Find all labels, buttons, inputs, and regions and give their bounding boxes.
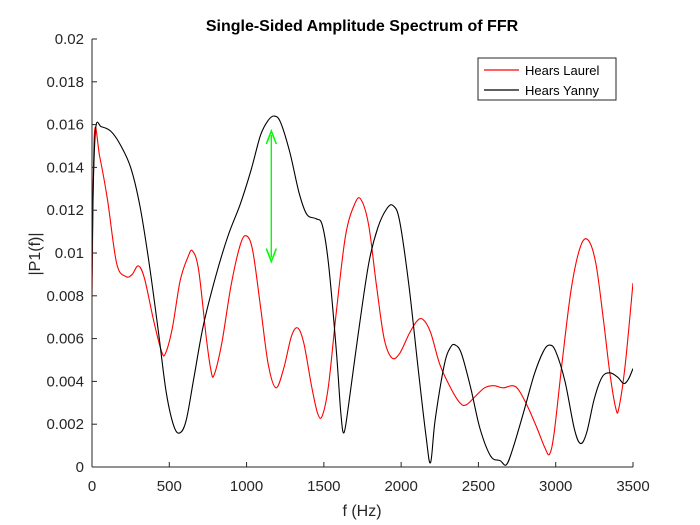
x-tick-label: 1000 — [230, 478, 263, 495]
y-axis-label: |P1(f)| — [27, 233, 44, 276]
x-axis-label: f (Hz) — [342, 503, 381, 520]
y-tick-label: 0.016 — [46, 117, 84, 134]
x-tick-label: 1500 — [307, 478, 340, 495]
y-tick-label: 0.004 — [46, 373, 84, 390]
y-tick-label: 0.01 — [55, 245, 84, 262]
x-tick-label: 3500 — [616, 478, 649, 495]
x-tick-label: 3000 — [539, 478, 572, 495]
y-tick-label: 0.012 — [46, 202, 84, 219]
x-tick-label: 0 — [88, 478, 96, 495]
legend-label-hears-laurel: Hears Laurel — [525, 63, 600, 78]
y-tick-label: 0.002 — [46, 416, 84, 433]
x-tick-label: 500 — [157, 478, 182, 495]
y-tick-label: 0.02 — [55, 31, 84, 48]
legend: Hears Laurel Hears Yanny — [477, 57, 617, 101]
legend-box — [477, 57, 617, 101]
x-tick-label: 2000 — [384, 478, 417, 495]
legend-label-hears-yanny: Hears Yanny — [525, 83, 599, 98]
series-line-hears-yanny — [92, 115, 633, 466]
plot-area — [92, 39, 633, 467]
series-group — [92, 115, 633, 466]
annotation-arrow-head-bottom — [265, 248, 278, 264]
plot-background — [92, 39, 633, 467]
annotation-arrow-head-top — [265, 128, 278, 145]
series-line-hears-laurel — [92, 126, 633, 456]
y-tick-label: 0 — [76, 459, 84, 476]
y-tick-label: 0.006 — [46, 331, 84, 348]
axes: 0 500 1000 1500 2000 2500 3000 3500 0 0.002 0.004 0… — [46, 31, 649, 495]
y-tick-label: 0.008 — [46, 288, 84, 305]
y-tick-label: 0.014 — [46, 159, 84, 176]
chart-title: Single-Sided Amplitude Spectrum of FFR — [206, 18, 519, 35]
annotation-double-arrow — [265, 128, 278, 264]
y-tick-label: 0.018 — [46, 74, 84, 91]
x-tick-label: 2500 — [462, 478, 495, 495]
